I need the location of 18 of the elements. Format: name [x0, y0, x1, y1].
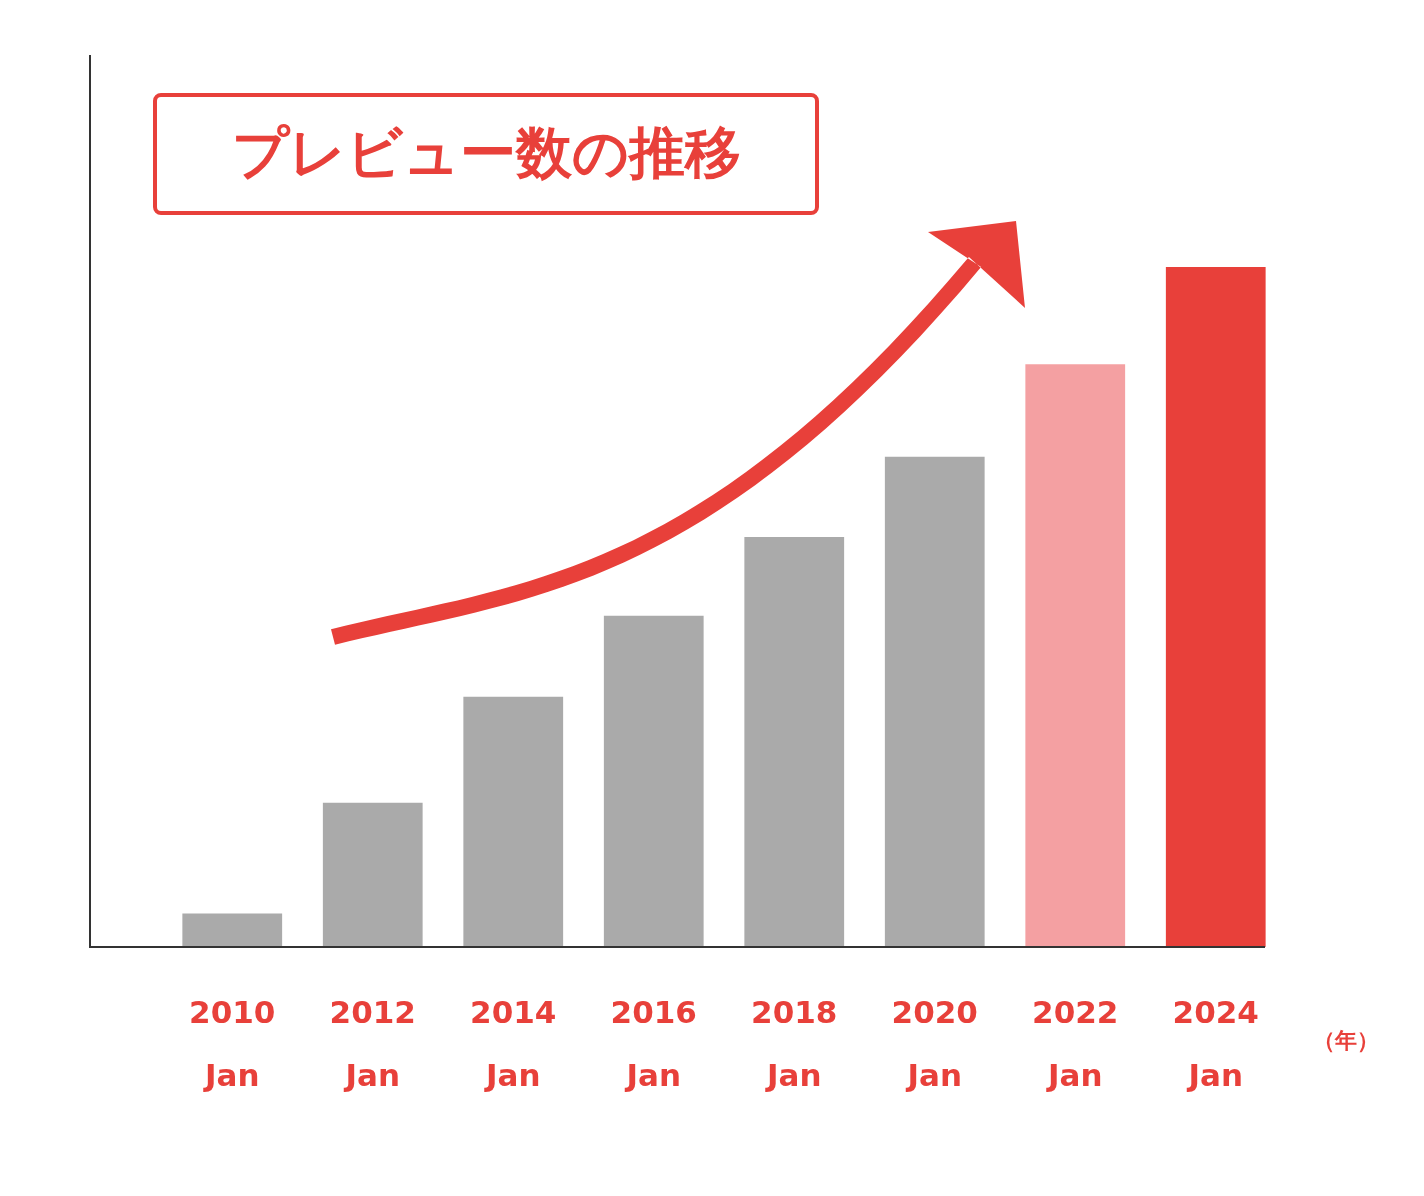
- x-tick-label: 2022 Jan: [1032, 993, 1119, 1094]
- bar: [603, 615, 704, 947]
- bar: [463, 696, 564, 947]
- x-tick-label: 2016 Jan: [610, 993, 697, 1094]
- bar: [1165, 267, 1266, 947]
- x-tick-label: 2014 Jan: [470, 993, 557, 1094]
- bar: [182, 913, 283, 947]
- bar: [322, 802, 423, 947]
- x-tick-label: 2010 Jan: [189, 993, 276, 1094]
- x-axis-title: （年）: [1313, 1027, 1379, 1053]
- bar: [1025, 364, 1126, 947]
- bar: [744, 536, 845, 947]
- chart-title: プレビュー数の推移: [153, 93, 819, 215]
- bar: [884, 456, 985, 947]
- x-tick-label: 2020 Jan: [891, 993, 978, 1094]
- x-tick-label: 2012 Jan: [329, 993, 416, 1094]
- x-tick-label: 2018 Jan: [751, 993, 838, 1094]
- x-tick-label: 2024 Jan: [1172, 993, 1259, 1094]
